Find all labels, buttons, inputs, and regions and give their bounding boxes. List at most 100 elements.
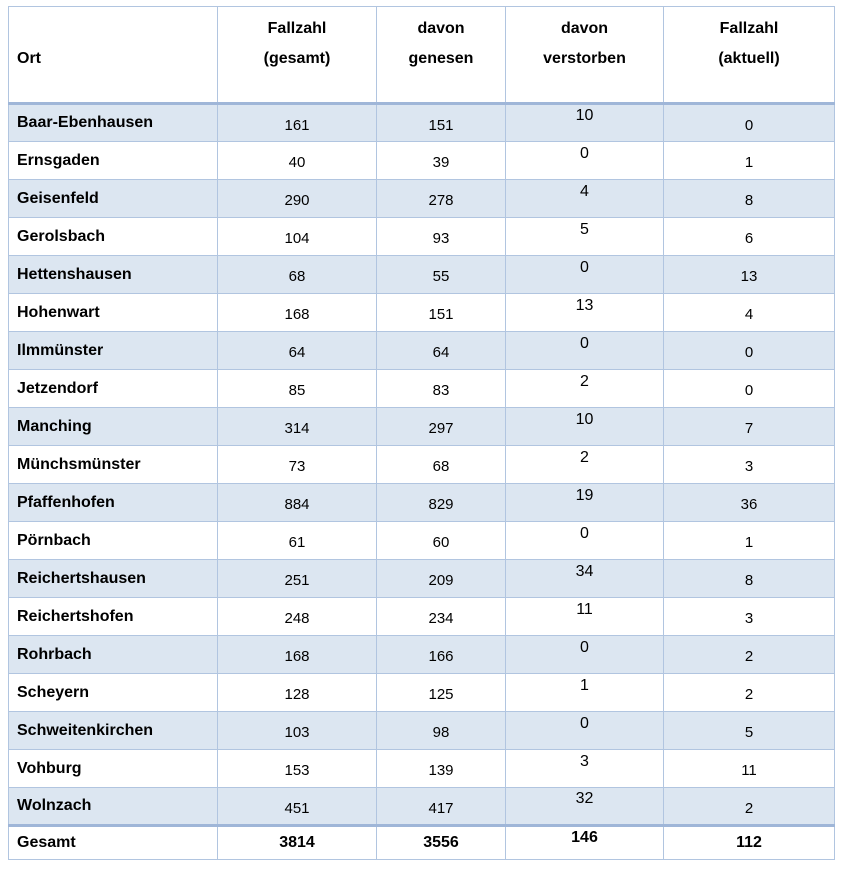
header-line-2: (gesamt): [263, 50, 331, 67]
ort-cell: Wolnzach: [8, 787, 218, 826]
column-header-ort: Ort: [8, 6, 218, 105]
ort-cell: Ernsgaden: [8, 141, 218, 180]
ort-cell: Pfaffenhofen: [8, 483, 218, 522]
verstorben-cell: 10: [505, 407, 664, 446]
genesen-cell: 278: [376, 179, 506, 218]
genesen-cell: 829: [376, 483, 506, 522]
gesamt-cell: 73: [217, 445, 377, 484]
ort-cell: Gesamt: [8, 824, 218, 860]
gesamt-cell: 161: [217, 103, 377, 142]
gesamt-cell: 314: [217, 407, 377, 446]
ort-cell: Reichertshausen: [8, 559, 218, 598]
ort-cell: Pörnbach: [8, 521, 218, 560]
table-row-10: Münchsmünster 73 68 2 3: [8, 445, 835, 484]
aktuell-cell: 1: [663, 141, 835, 180]
verstorben-cell: 0: [505, 141, 664, 180]
gesamt-cell: 104: [217, 217, 377, 256]
gesamt-cell: 168: [217, 293, 377, 332]
header-line-2: Ort: [17, 50, 41, 67]
genesen-cell: 234: [376, 597, 506, 636]
aktuell-cell: 2: [663, 787, 835, 826]
gesamt-cell: 103: [217, 711, 377, 750]
verstorben-cell: 19: [505, 483, 664, 522]
verstorben-cell: 5: [505, 217, 664, 256]
gesamt-cell: 68: [217, 255, 377, 294]
table-row-19: Wolnzach 451 417 32 2: [8, 787, 835, 826]
table-row-17: Schweitenkirchen 103 98 0 5: [8, 711, 835, 750]
verstorben-cell: 0: [505, 331, 664, 370]
header-line-1: davon: [417, 20, 465, 37]
table-row-gesamt-total: Gesamt 3814 3556 146 112: [8, 824, 835, 860]
gesamt-cell: 153: [217, 749, 377, 788]
genesen-cell: 417: [376, 787, 506, 826]
gesamt-cell: 168: [217, 635, 377, 674]
table-row-2: Ernsgaden 40 39 0 1: [8, 141, 835, 180]
header-line-2: verstorben: [543, 50, 626, 67]
genesen-cell: 3556: [376, 824, 506, 860]
verstorben-cell: 2: [505, 369, 664, 408]
gesamt-cell: 248: [217, 597, 377, 636]
ort-cell: Reichertshofen: [8, 597, 218, 636]
genesen-cell: 83: [376, 369, 506, 408]
corona-cases-table: Ort Fallzahl (gesamt) davon genesen davo…: [8, 6, 835, 860]
genesen-cell: 139: [376, 749, 506, 788]
header-line-2: (aktuell): [718, 50, 780, 67]
header-line-1: [17, 14, 216, 44]
verstorben-cell: 1: [505, 673, 664, 712]
aktuell-cell: 0: [663, 369, 835, 408]
verstorben-cell: 2: [505, 445, 664, 484]
ort-cell: Geisenfeld: [8, 179, 218, 218]
verstorben-cell: 146: [505, 824, 664, 860]
genesen-cell: 60: [376, 521, 506, 560]
aktuell-cell: 5: [663, 711, 835, 750]
aktuell-cell: 0: [663, 331, 835, 370]
genesen-cell: 209: [376, 559, 506, 598]
genesen-cell: 68: [376, 445, 506, 484]
genesen-cell: 151: [376, 103, 506, 142]
genesen-cell: 93: [376, 217, 506, 256]
verstorben-cell: 10: [505, 103, 664, 142]
header-line-1: Fallzahl: [719, 20, 779, 37]
verstorben-cell: 4: [505, 179, 664, 218]
gesamt-cell: 3814: [217, 824, 377, 860]
aktuell-cell: 0: [663, 103, 835, 142]
ort-cell: Ilmmünster: [8, 331, 218, 370]
table-row-6: Hohenwart 168 151 13 4: [8, 293, 835, 332]
aktuell-cell: 4: [663, 293, 835, 332]
aktuell-cell: 3: [663, 597, 835, 636]
aktuell-cell: 13: [663, 255, 835, 294]
ort-cell: Rohrbach: [8, 635, 218, 674]
gesamt-cell: 40: [217, 141, 377, 180]
ort-cell: Jetzendorf: [8, 369, 218, 408]
verstorben-cell: 0: [505, 711, 664, 750]
table-row-5: Hettenshausen 68 55 0 13: [8, 255, 835, 294]
aktuell-cell: 36: [663, 483, 835, 522]
column-header-verstorben: davon verstorben: [505, 6, 664, 105]
genesen-cell: 64: [376, 331, 506, 370]
genesen-cell: 55: [376, 255, 506, 294]
ort-cell: Hohenwart: [8, 293, 218, 332]
aktuell-cell: 112: [663, 824, 835, 860]
table-row-1: Baar-Ebenhausen 161 151 10 0: [8, 103, 835, 142]
gesamt-cell: 451: [217, 787, 377, 826]
aktuell-cell: 2: [663, 673, 835, 712]
table-row-14: Reichertshofen 248 234 11 3: [8, 597, 835, 636]
aktuell-cell: 8: [663, 179, 835, 218]
table-row-18: Vohburg 153 139 3 11: [8, 749, 835, 788]
ort-cell: Vohburg: [8, 749, 218, 788]
table-row-9: Manching 314 297 10 7: [8, 407, 835, 446]
aktuell-cell: 2: [663, 635, 835, 674]
header-row: Ort Fallzahl (gesamt) davon genesen davo…: [8, 6, 835, 105]
column-header-aktuell: Fallzahl (aktuell): [663, 6, 835, 105]
header-line-2: genesen: [408, 50, 474, 67]
header-line-1: Fallzahl: [267, 20, 327, 37]
table-row-13: Reichertshausen 251 209 34 8: [8, 559, 835, 598]
column-header-genesen: davon genesen: [376, 6, 506, 105]
gesamt-cell: 61: [217, 521, 377, 560]
table-row-7: Ilmmünster 64 64 0 0: [8, 331, 835, 370]
ort-cell: Hettenshausen: [8, 255, 218, 294]
verstorben-cell: 0: [505, 635, 664, 674]
verstorben-cell: 3: [505, 749, 664, 788]
ort-cell: Schweitenkirchen: [8, 711, 218, 750]
